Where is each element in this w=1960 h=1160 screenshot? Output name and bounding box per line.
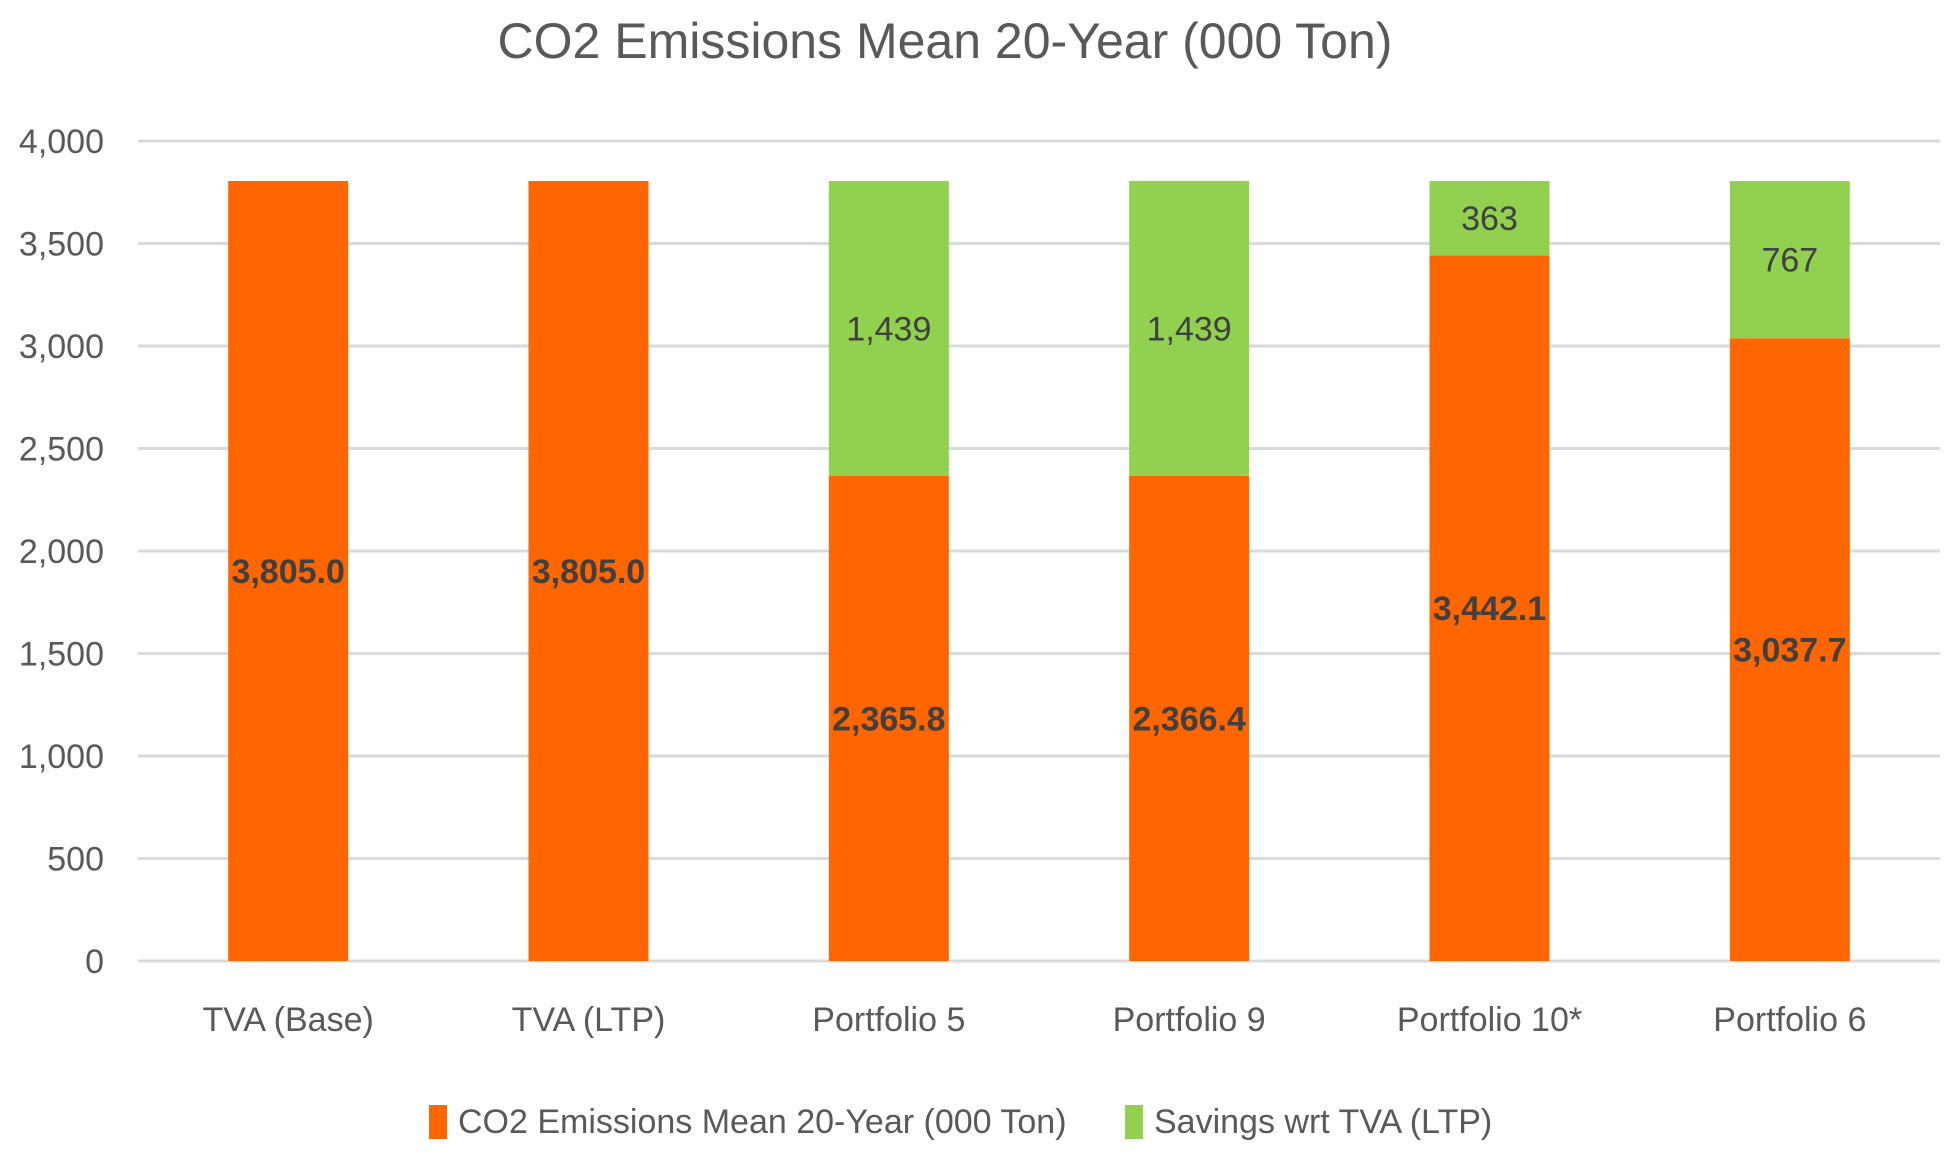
category-label-portfolio-5: Portfolio 5 bbox=[812, 1001, 965, 1039]
category-label-tva-base: TVA (Base) bbox=[203, 1001, 374, 1039]
bar-portfolio-9-savings bbox=[1129, 180, 1250, 476]
data-label-portfolio-9-savings: 1,439 bbox=[1147, 310, 1232, 348]
bar-portfolio-5-savings bbox=[828, 181, 949, 477]
data-label-portfolio-6-savings: 767 bbox=[1761, 242, 1818, 280]
y-tick-label-3000: 3,000 bbox=[19, 328, 104, 366]
legend-label-co2-emissions[interactable]: CO2 Emissions Mean 20-Year (000 Ton) bbox=[458, 1103, 1067, 1141]
y-tick-label-500: 500 bbox=[47, 841, 104, 879]
legend-label-savings[interactable]: Savings wrt TVA (LTP) bbox=[1154, 1103, 1492, 1141]
category-label-portfolio-6: Portfolio 6 bbox=[1713, 1001, 1866, 1039]
y-tick-label-1500: 1,500 bbox=[19, 636, 104, 674]
y-tick-label-0: 0 bbox=[85, 943, 104, 981]
data-label-portfolio-9-emissions: 2,366.4 bbox=[1132, 700, 1246, 738]
category-label-tva-ltp: TVA (LTP) bbox=[512, 1001, 666, 1039]
bar-portfolio-9-emissions bbox=[1129, 475, 1250, 961]
data-label-portfolio-10-emissions: 3,442.1 bbox=[1433, 590, 1546, 628]
legend-swatch-savings bbox=[1125, 1105, 1143, 1139]
bar-portfolio-5-emissions bbox=[828, 476, 949, 961]
y-tick-label-4000: 4,000 bbox=[19, 123, 104, 161]
category-label-portfolio-10: Portfolio 10* bbox=[1397, 1001, 1582, 1039]
bar-portfolio-10-savings bbox=[1429, 180, 1550, 256]
x-axis-category-labels: TVA (Base) TVA (LTP) Portfolio 5 Portfolio … bbox=[203, 1001, 1867, 1039]
bar-tva-ltp-emissions bbox=[528, 180, 649, 962]
chart-title: CO2 Emissions Mean 20-Year (000 Ton) bbox=[498, 13, 1393, 69]
gridlines bbox=[138, 139, 1940, 963]
bar-portfolio-6-savings bbox=[1729, 181, 1850, 339]
y-axis-tick-labels: 0 500 1,000 1,500 2,000 2,500 3,000 3,500 4,000 bbox=[19, 123, 104, 981]
category-label-portfolio-9: Portfolio 9 bbox=[1113, 1001, 1266, 1039]
data-label-portfolio-10-savings: 363 bbox=[1461, 200, 1518, 238]
y-tick-label-2500: 2,500 bbox=[19, 431, 104, 469]
data-label-portfolio-5-savings: 1,439 bbox=[846, 311, 931, 349]
legend-swatch-co2-emissions bbox=[429, 1105, 447, 1139]
legend: CO2 Emissions Mean 20-Year (000 Ton) Sav… bbox=[429, 1103, 1492, 1141]
data-label-tva-ltp-emissions: 3,805.0 bbox=[532, 553, 645, 591]
data-labels: 3,805.0 3,805.0 2,365.8 1,439 2,366.4 1,439 3,… bbox=[231, 200, 1846, 738]
bars bbox=[228, 180, 1850, 962]
bar-portfolio-10-emissions bbox=[1429, 255, 1550, 961]
data-label-portfolio-6-emissions: 3,037.7 bbox=[1733, 632, 1846, 670]
data-label-portfolio-5-emissions: 2,365.8 bbox=[832, 701, 945, 739]
y-tick-label-2000: 2,000 bbox=[19, 533, 104, 571]
bar-tva-base-emissions bbox=[228, 180, 349, 962]
y-tick-label-1000: 1,000 bbox=[19, 738, 104, 776]
data-label-tva-base-emissions: 3,805.0 bbox=[231, 553, 344, 591]
bar-portfolio-6-emissions bbox=[1729, 338, 1850, 962]
y-tick-label-3500: 3,500 bbox=[19, 226, 104, 264]
